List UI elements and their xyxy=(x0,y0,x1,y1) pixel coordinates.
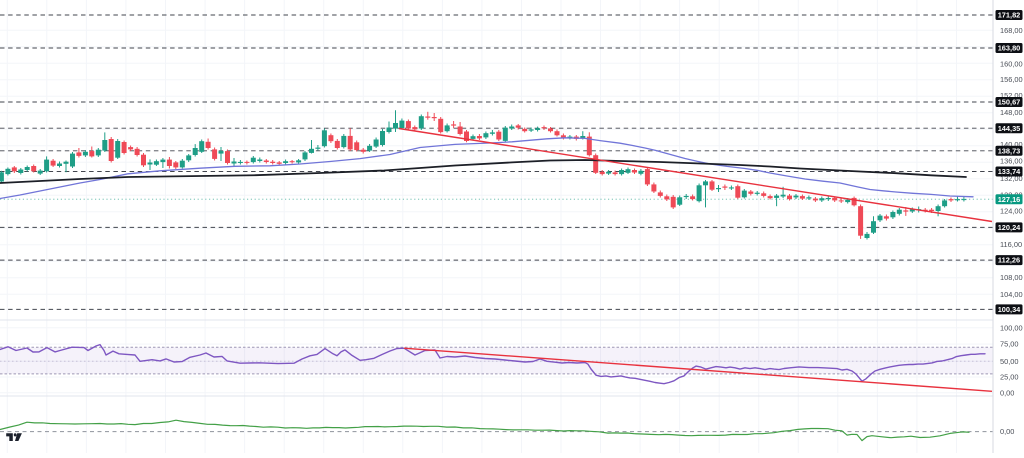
svg-text:152,00: 152,00 xyxy=(1000,91,1023,100)
svg-text:160,00: 160,00 xyxy=(1000,60,1023,69)
svg-text:150,67: 150,67 xyxy=(998,98,1021,107)
svg-text:136,00: 136,00 xyxy=(1000,157,1023,166)
svg-text:156,00: 156,00 xyxy=(1000,75,1023,84)
svg-text:104,00: 104,00 xyxy=(1000,290,1023,299)
svg-text:163,80: 163,80 xyxy=(998,44,1021,53)
svg-text:108,00: 108,00 xyxy=(1000,273,1023,282)
svg-text:127,16: 127,16 xyxy=(998,195,1021,204)
svg-text:124,00: 124,00 xyxy=(1000,206,1023,215)
svg-text:133,74: 133,74 xyxy=(998,167,1021,176)
svg-text:100,00: 100,00 xyxy=(1000,323,1023,332)
svg-text:0,00: 0,00 xyxy=(1000,388,1014,397)
svg-text:116,00: 116,00 xyxy=(1000,240,1022,249)
svg-text:100,34: 100,34 xyxy=(998,305,1021,314)
svg-text:132,00: 132,00 xyxy=(1000,174,1023,183)
svg-text:75,00: 75,00 xyxy=(1000,340,1019,349)
svg-text:168,00: 168,00 xyxy=(1000,26,1023,35)
svg-text:140,00: 140,00 xyxy=(1000,140,1023,149)
svg-text:25,00: 25,00 xyxy=(1000,373,1019,382)
svg-text:148,00: 148,00 xyxy=(1000,108,1023,117)
svg-text:144,35: 144,35 xyxy=(998,124,1021,133)
svg-text:120,24: 120,24 xyxy=(998,223,1021,232)
svg-text:0,00: 0,00 xyxy=(1000,427,1014,436)
svg-text:138,73: 138,73 xyxy=(998,146,1021,155)
svg-text:112,26: 112,26 xyxy=(998,256,1020,265)
svg-text:50,00: 50,00 xyxy=(1000,357,1019,366)
svg-text:171,82: 171,82 xyxy=(998,11,1021,20)
